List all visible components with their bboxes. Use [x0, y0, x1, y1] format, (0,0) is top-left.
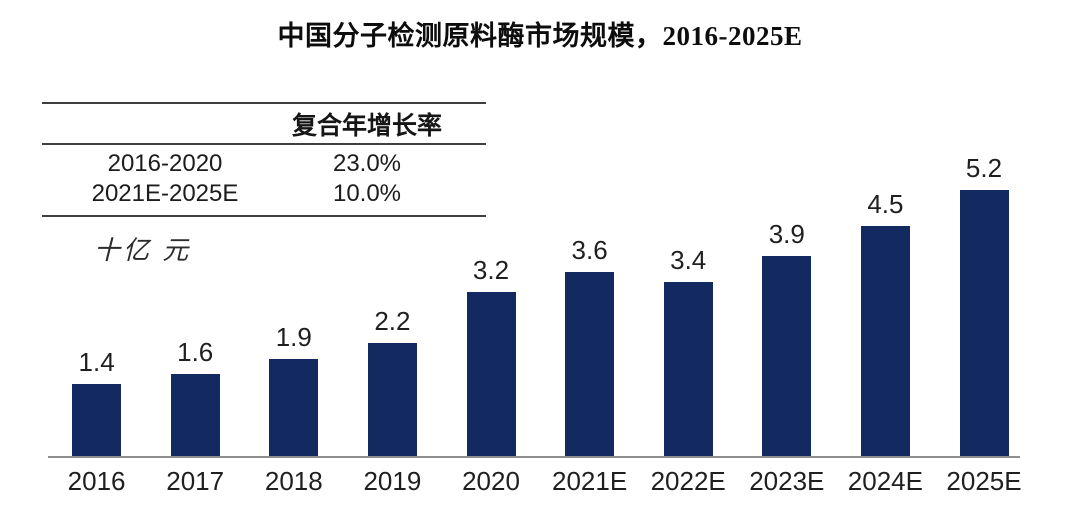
- x-tick-label-2020: 2020: [462, 466, 520, 496]
- bar-2019: [367, 343, 417, 456]
- cagr-table-header: 复合年增长率: [291, 111, 442, 140]
- bar-2018: [269, 359, 319, 456]
- cagr-value-2016-2020: 23.0%: [332, 150, 402, 177]
- bar-2017: [170, 374, 220, 456]
- cagr-period-2016-2020: 2016-2020: [107, 150, 223, 177]
- x-tick-label-2018: 2018: [264, 466, 323, 496]
- bar-value-label-2023e: 3.9: [768, 219, 805, 249]
- x-tick-label-2016: 2016: [67, 466, 126, 496]
- bar-2020: [466, 292, 516, 456]
- bar-value-label-2024e: 4.5: [867, 189, 904, 219]
- bar-value-label-2016: 1.4: [78, 347, 115, 377]
- x-tick-label-2022e: 2022E: [650, 466, 726, 496]
- x-tick-label-2025e: 2025E: [946, 466, 1022, 496]
- cagr-period-2021e-2025e: 2021E-2025E: [91, 180, 239, 207]
- cagr-value-2021e-2025e: 10.0%: [332, 180, 402, 207]
- table-row: 2021E-2025E 10.0%: [42, 179, 486, 209]
- x-tick-label-2019: 2019: [363, 466, 422, 496]
- bar-2021e: [565, 272, 615, 456]
- bar-2024e: [860, 226, 910, 456]
- cagr-table: 复合年增长率 2016-2020 23.0% 2021E-2025E 10.0%: [42, 102, 486, 217]
- bar-value-label-2020: 3.2: [472, 255, 510, 285]
- bar-value-label-2021e: 3.6: [571, 235, 608, 265]
- x-tick-label-2023e: 2023E: [749, 466, 825, 496]
- bar-value-label-2017: 1.6: [177, 337, 214, 367]
- bar-value-label-2022e: 3.4: [670, 245, 707, 275]
- x-tick-label-2021e: 2021E: [552, 466, 628, 496]
- cagr-table-header-row: 复合年增长率: [42, 104, 486, 145]
- cagr-table-body: 2016-2020 23.0% 2021E-2025E 10.0%: [42, 145, 486, 215]
- y-axis-unit-label: 十亿 元: [94, 235, 192, 265]
- x-tick-label-2017: 2017: [166, 466, 225, 496]
- bar-2025e: [959, 190, 1009, 456]
- bar-value-label-2019: 2.2: [374, 306, 411, 336]
- bar-value-label-2018: 1.9: [275, 322, 312, 352]
- chart-title: 中国分子检测原料酶市场规模，2016-2025E: [277, 21, 803, 51]
- bar-2016: [72, 384, 122, 456]
- x-tick-label-2024e: 2024E: [847, 466, 923, 496]
- bar-2022e: [663, 282, 713, 456]
- table-row: 2016-2020 23.0%: [42, 149, 486, 179]
- bar-value-label-2025e: 5.2: [965, 153, 1003, 183]
- x-axis-line: [48, 456, 1020, 458]
- bar-2023e: [762, 256, 812, 456]
